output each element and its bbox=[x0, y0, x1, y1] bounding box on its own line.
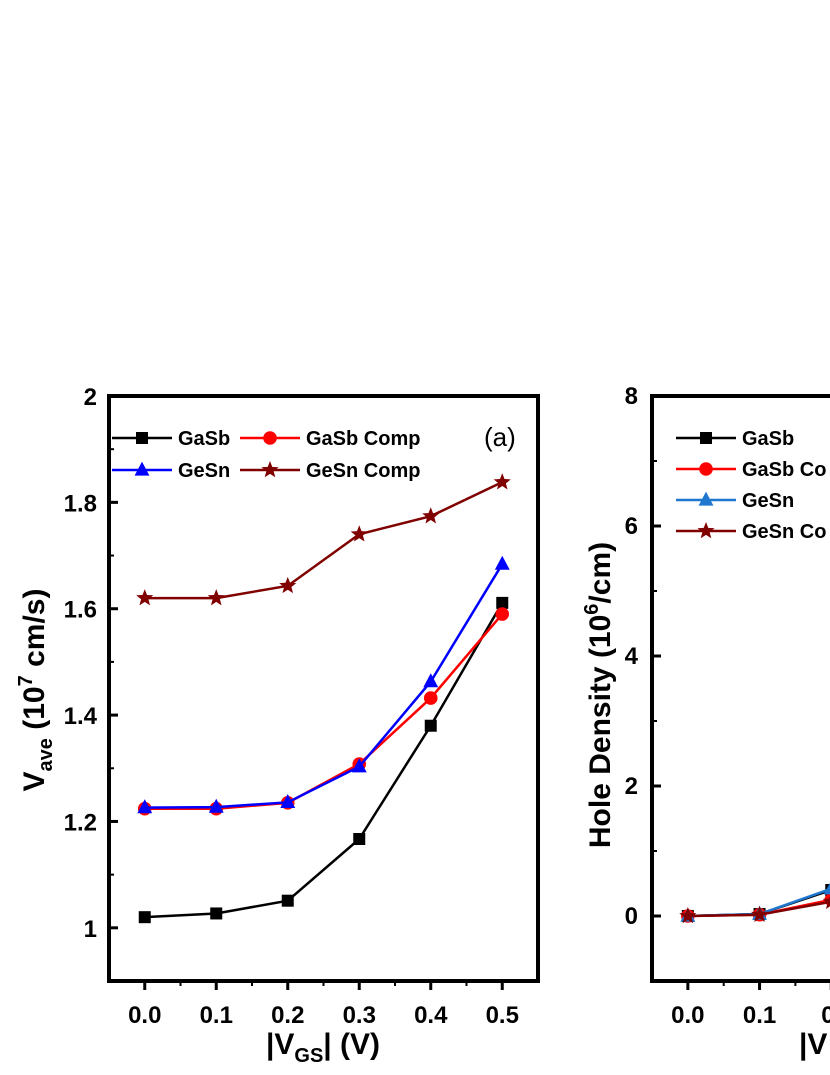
y-tick-label-a: 1.4 bbox=[64, 703, 98, 730]
plot-frame-a bbox=[107, 394, 540, 983]
x-tick-label-b: 0.0 bbox=[671, 1002, 704, 1029]
data-point-gesn bbox=[423, 673, 439, 688]
legend-a: GaSb GaSb Comp GeSn GeSn Comp bbox=[112, 428, 420, 482]
x-tick-label-a: 0.1 bbox=[200, 1002, 233, 1029]
x-axis-label-b: |V bbox=[799, 1028, 827, 1061]
legend-b: GaSb GaSb Co GeSn GeSn Co bbox=[676, 428, 826, 543]
data-point-gasb-comp bbox=[423, 691, 438, 705]
x-tick-label-b: 0.1 bbox=[743, 1002, 776, 1029]
y-tick-label-b: 0 bbox=[625, 903, 638, 930]
data-point-gesn bbox=[208, 798, 224, 813]
y-axis-label-b: Hole Density (106/cm) bbox=[581, 542, 617, 848]
legend-marker-b-gesn-co bbox=[697, 522, 715, 539]
data-point-b-gesn-co bbox=[822, 895, 830, 909]
legend-label-b-gesn-co: GeSn Co bbox=[742, 521, 826, 543]
data-point-gesn bbox=[351, 758, 367, 773]
panel-label-a: (a) bbox=[484, 422, 516, 452]
data-point-gasb bbox=[281, 894, 294, 907]
data-point-gasb bbox=[210, 907, 223, 920]
x-axis-label-a: |VGS| (V) bbox=[266, 1028, 380, 1067]
x-tick-label-a: 0.0 bbox=[128, 1002, 161, 1029]
data-point-b-gesn-co bbox=[750, 905, 769, 922]
legend-marker-gasb-comp bbox=[263, 431, 277, 445]
legend-marker-b-gasb-co bbox=[699, 462, 713, 476]
y-axis-label-a: Vave (107 cm/s) bbox=[15, 589, 57, 792]
legend-label-gesn: GeSn bbox=[178, 460, 230, 482]
data-point-gasb bbox=[138, 911, 151, 924]
legend-label-gasb: GaSb bbox=[178, 428, 230, 450]
data-point-gasb bbox=[496, 596, 509, 609]
legend-label-gesn-comp: GeSn Comp bbox=[306, 460, 420, 482]
y-tick-label-a: 2 bbox=[84, 384, 97, 411]
x-tick-label-a: 0.5 bbox=[486, 1002, 519, 1029]
legend-label-b-gasb-co: GaSb Co bbox=[742, 459, 826, 481]
data-point-gasb-comp bbox=[495, 607, 510, 621]
legend-marker-gesn bbox=[134, 461, 150, 476]
series-group-b bbox=[679, 882, 830, 924]
axis-ticks-a: 1 1.2 1.4 1.6 1.8 2 0.0 0.1 0.2 0.3 0.4 0.5 bbox=[64, 384, 519, 1029]
series-line-gasb bbox=[144, 602, 504, 919]
series-line-gesn-comp bbox=[144, 481, 503, 600]
data-point-gesn bbox=[494, 555, 510, 570]
y-tick-label-b: 6 bbox=[625, 513, 638, 540]
legend-marker-gasb bbox=[136, 432, 148, 444]
y-tick-label-a: 1.6 bbox=[64, 597, 97, 624]
x-tick-label-b: 0. bbox=[821, 1002, 830, 1029]
x-tick-label-a: 0.3 bbox=[343, 1002, 376, 1029]
y-tick-label-b: 4 bbox=[625, 643, 639, 670]
series-line-gasb-comp bbox=[144, 613, 504, 810]
data-point-gesn-comp bbox=[493, 473, 511, 490]
legend-marker-b-gesn bbox=[698, 491, 714, 506]
data-point-gesn-comp bbox=[207, 589, 225, 606]
plot-frame-b bbox=[650, 394, 830, 983]
series-line-gesn bbox=[144, 563, 504, 809]
data-point-gasb bbox=[424, 719, 437, 732]
chart-panel-a: 11.21.41.61.820.0 0.1 0.2 0.3 0.4 0.5 GaSb GaS… bbox=[15, 384, 540, 1067]
axis-ticks-b: 0 2 4 6 8 0.0 0.1 0. bbox=[625, 383, 830, 1029]
data-point-gasb bbox=[353, 833, 366, 846]
data-point-b-gesn bbox=[823, 882, 830, 895]
legend-label-b-gasb: GaSb bbox=[742, 428, 794, 450]
legend-marker-gesn-comp bbox=[261, 461, 279, 478]
y-tick-label-b: 8 bbox=[625, 383, 638, 410]
x-tick-label-a: 0.2 bbox=[271, 1002, 304, 1029]
y-tick-label-a: 1.8 bbox=[64, 490, 97, 517]
y-tick-label-a: 1.2 bbox=[64, 809, 97, 836]
y-tick-label-b: 2 bbox=[625, 773, 638, 800]
data-point-gesn-comp bbox=[136, 589, 154, 606]
x-tick-label-a: 0.4 bbox=[414, 1002, 448, 1029]
y-tick-label-a: 1 bbox=[84, 916, 97, 943]
legend-marker-b-gasb bbox=[700, 432, 712, 444]
series-group-a bbox=[136, 473, 511, 924]
data-point-gesn bbox=[137, 799, 153, 814]
data-point-gesn-comp bbox=[279, 576, 297, 594]
legend-label-gasb-comp: GaSb Comp bbox=[306, 428, 420, 450]
data-point-b-gesn-co bbox=[679, 907, 697, 924]
data-point-gesn-comp bbox=[350, 525, 368, 542]
data-point-gesn bbox=[280, 793, 296, 808]
data-point-gesn-comp bbox=[422, 507, 440, 524]
legend-label-b-gesn: GeSn bbox=[742, 490, 794, 512]
